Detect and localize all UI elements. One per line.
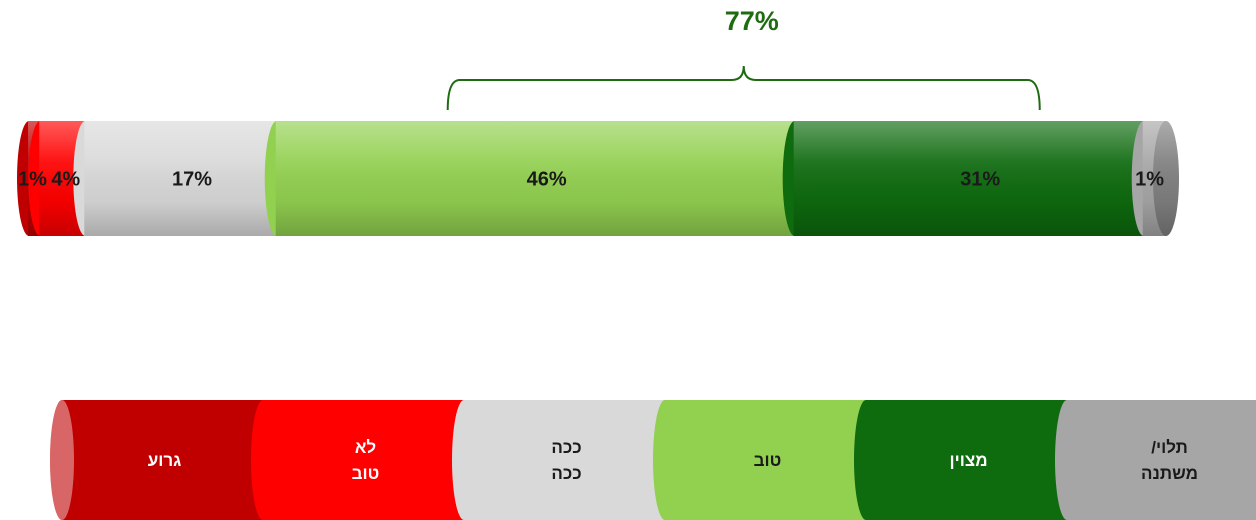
bracket-77: 77% <box>446 6 1041 111</box>
bar-end-cap-shine <box>1153 121 1179 236</box>
data-label-1: 31% <box>960 169 1000 191</box>
bracket-label: 77% <box>725 6 779 36</box>
data-label-5: 1% <box>18 169 47 191</box>
legend-swatch-cap <box>1055 400 1079 520</box>
legend-swatch-cap <box>50 400 74 520</box>
legend-item-1: מצוין <box>854 400 1067 520</box>
legend-label: טוב <box>352 464 380 483</box>
bar-segment-shine <box>793 121 1155 236</box>
legend-left-cap <box>50 400 74 520</box>
legend-item-3: ככה ככה <box>452 400 665 520</box>
legend-item-4: לא טוב <box>251 400 464 520</box>
legend-swatch-cap <box>653 400 677 520</box>
legend-label: מצוין <box>949 451 987 470</box>
bar-segment-shine <box>275 121 806 236</box>
legend-item-0: /תלוי משתנה <box>1055 400 1256 520</box>
bar-segment-3 <box>73 121 288 236</box>
legend-swatch-cap <box>452 400 476 520</box>
legend-swatch <box>665 400 866 520</box>
data-label-0: 1% <box>1135 169 1164 191</box>
legend-label: ככה <box>551 464 581 483</box>
legend-swatch <box>62 400 263 520</box>
legend-item-2: טוב <box>653 400 866 520</box>
legend-swatch <box>866 400 1067 520</box>
legend-swatch-cap <box>251 400 275 520</box>
bar-segment-1 <box>782 121 1155 236</box>
bar-segment-shine <box>84 121 288 236</box>
legend-swatch <box>1067 400 1256 520</box>
legend-label: גרוע <box>148 451 182 470</box>
data-label-4: 4% <box>51 169 80 191</box>
bracket-path <box>446 65 1041 111</box>
legend-label: ככה <box>551 438 581 457</box>
data-label-2: 46% <box>527 169 567 191</box>
data-label-3: 17% <box>172 169 212 191</box>
legend-label: טוב <box>754 451 782 470</box>
bar-segments: 1%31%46%17%4%1% <box>17 121 1179 236</box>
legend-label: /תלוי <box>1151 438 1188 457</box>
legend-swatch-cap <box>854 400 878 520</box>
bar-segment-2 <box>264 121 806 236</box>
legend-label: לא <box>355 438 376 457</box>
legend-label: משתנה <box>1141 464 1198 483</box>
legend: גרוע לא טוב ככה ככה טוב מצוין/תלוי משתנה <box>50 400 1256 520</box>
legend-swatch <box>263 400 464 520</box>
legend-swatch <box>464 400 665 520</box>
legend-item-5: גרוע <box>50 400 263 520</box>
